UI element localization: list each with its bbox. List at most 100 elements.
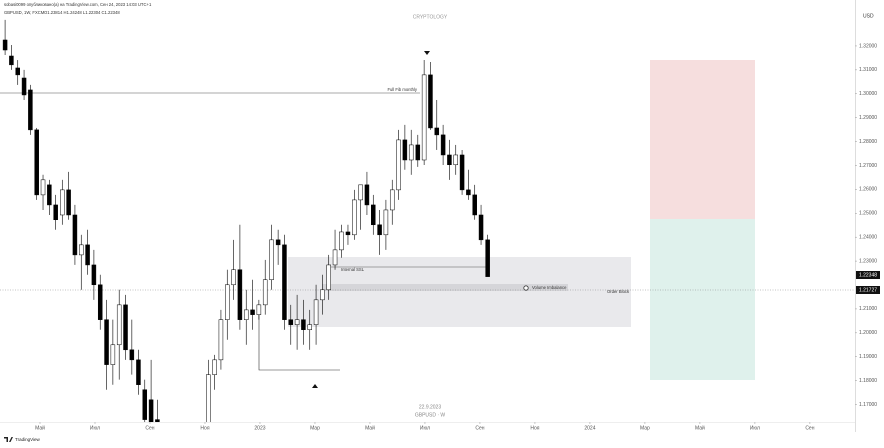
candle-body xyxy=(301,319,306,330)
candle-body xyxy=(288,319,294,325)
candle-body xyxy=(129,349,135,361)
x-tick-label: Июл xyxy=(90,425,100,431)
candle-body xyxy=(104,319,109,365)
y-tick-label: 1.20000 xyxy=(859,330,877,336)
candle-body xyxy=(148,399,154,422)
candle-body xyxy=(447,154,452,166)
candle-body xyxy=(352,199,357,236)
symbol-title: GBPUSD, 1W, FXCM xyxy=(4,10,45,15)
candle-body xyxy=(2,39,8,51)
candle-body xyxy=(440,134,446,156)
y-tick-label: 1.29000 xyxy=(859,115,877,121)
line-price: 1.21727 xyxy=(859,287,877,293)
ssl-label: Internal SSL xyxy=(341,267,365,272)
candle-body xyxy=(28,89,33,131)
candle-body xyxy=(123,304,128,351)
fib-label: Full Fib monthly xyxy=(387,87,417,92)
order-block-zone xyxy=(288,257,631,327)
candle-body xyxy=(262,279,268,306)
line-price-box xyxy=(856,286,880,294)
candle-body xyxy=(408,144,414,161)
last-price: 1.22348 xyxy=(859,272,877,278)
candle-body xyxy=(155,419,160,422)
bottom-arrow xyxy=(312,384,318,388)
x-tick-label: Сен xyxy=(145,425,154,431)
candle-body xyxy=(91,264,97,286)
candle-body xyxy=(472,194,477,216)
candle-body xyxy=(47,184,52,206)
candle-body xyxy=(434,127,440,136)
candle-body xyxy=(21,77,27,96)
y-tick-label: 1.26000 xyxy=(859,187,877,193)
candle-body xyxy=(307,324,312,330)
candle-body xyxy=(97,284,103,320)
candle-body xyxy=(313,299,319,325)
x-tick-label: Май xyxy=(695,424,705,431)
logo: TradingView xyxy=(15,437,41,442)
candle-body xyxy=(326,264,331,291)
x-tick-label: Июл xyxy=(750,425,760,431)
candle-body xyxy=(256,304,262,315)
candle-body xyxy=(85,244,90,266)
candle-body xyxy=(345,231,351,236)
candle-body xyxy=(79,244,84,256)
y-tick-label: 1.32000 xyxy=(859,43,877,49)
x-tick-label: Май xyxy=(35,424,45,431)
candle-body xyxy=(53,204,58,220)
candle-body xyxy=(402,139,408,161)
candle-body xyxy=(459,154,465,191)
candle-body xyxy=(66,189,71,216)
candle-body xyxy=(275,239,281,246)
x-tick-label: 2024 xyxy=(584,425,595,431)
candle-body xyxy=(478,214,484,241)
drawings xyxy=(0,51,855,388)
candle-body xyxy=(116,304,122,346)
x-tick-label: Сен xyxy=(805,425,814,431)
top-arrow xyxy=(424,51,430,55)
candle-body xyxy=(225,284,230,320)
last-price-box xyxy=(856,271,880,279)
y-tick-label: 1.27000 xyxy=(859,163,877,169)
candle-body xyxy=(485,239,490,277)
candle-body xyxy=(332,249,338,266)
candle-body xyxy=(206,374,211,422)
x-tick-label: 2023 xyxy=(254,425,265,431)
candle-body xyxy=(40,179,46,196)
candle-body xyxy=(136,359,141,385)
candle-body xyxy=(72,214,78,256)
x-tick-label: Ноя xyxy=(200,425,209,431)
candle-body xyxy=(15,67,20,76)
candle-body xyxy=(377,224,382,236)
stop-zone xyxy=(650,60,755,219)
footer-symbol: GBPUSD · W xyxy=(415,412,446,418)
candle-body xyxy=(237,269,243,320)
x-tick-label: Сен xyxy=(475,425,484,431)
candle-body xyxy=(453,154,459,166)
candle-body xyxy=(428,74,433,129)
x-tick-label: Мар xyxy=(310,425,320,431)
candle-body xyxy=(212,359,217,375)
x-tick-label: Май xyxy=(365,424,375,431)
candle-body xyxy=(231,269,236,286)
candle-body xyxy=(269,239,274,281)
y-tick-label: 1.30000 xyxy=(859,91,877,97)
axes: 1.17000 1.18000 1.19000 1.20000 1.21000 1.230… xyxy=(35,43,877,431)
candle-body xyxy=(383,209,389,236)
y-tick-label: 1.24000 xyxy=(859,235,877,241)
candle-body xyxy=(421,74,427,161)
candle-body xyxy=(371,204,376,226)
imbalance-marker xyxy=(523,285,529,291)
candle-body xyxy=(243,309,249,320)
footer-date: 22.9.2023 xyxy=(419,404,441,410)
currency: USD xyxy=(863,13,874,19)
imbalance-label: Volume Imbalance xyxy=(532,285,567,290)
y-tick-label: 1.31000 xyxy=(859,67,877,73)
candle-body xyxy=(396,139,401,191)
ohlc-text: O1.23814 H1.24248 L1.22304 C1.22348 xyxy=(44,10,120,15)
candle-body xyxy=(218,319,224,361)
candle-body xyxy=(250,309,255,315)
y-tick-label: 1.25000 xyxy=(859,211,877,217)
candle-body xyxy=(142,389,148,420)
y-tick-label: 1.23000 xyxy=(859,258,877,264)
